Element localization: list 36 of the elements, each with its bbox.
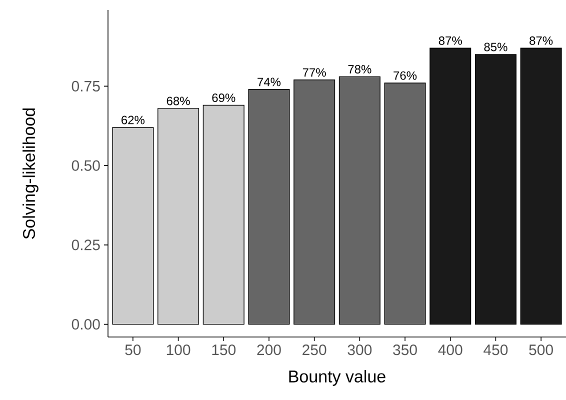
data-label: 78% bbox=[348, 64, 372, 74]
bar bbox=[248, 89, 290, 325]
data-label: 68% bbox=[166, 96, 190, 106]
bar bbox=[338, 76, 380, 325]
bar bbox=[384, 82, 426, 325]
data-label: 85% bbox=[484, 42, 508, 52]
bar bbox=[294, 79, 336, 325]
x-tick-label: 500 bbox=[529, 344, 553, 356]
data-label: 69% bbox=[212, 94, 236, 102]
y-tick-label: 0.50 bbox=[72, 160, 100, 171]
data-label: 77% bbox=[302, 68, 326, 77]
data-label: 74% bbox=[258, 78, 281, 86]
bar bbox=[158, 108, 200, 325]
data-label: 87% bbox=[438, 36, 462, 45]
bar bbox=[202, 104, 244, 325]
bar bbox=[430, 48, 472, 325]
x-tick-label: 100 bbox=[166, 344, 190, 356]
y-tick-label: 0.25 bbox=[72, 240, 100, 250]
data-label: 76% bbox=[394, 71, 417, 80]
y-axis-title: Solving-likelihood bbox=[22, 108, 38, 239]
x-tick-label: 200 bbox=[257, 344, 281, 356]
x-tick-label: 400 bbox=[438, 344, 462, 356]
data-label: 62% bbox=[122, 116, 145, 124]
data-label: 87% bbox=[530, 36, 553, 45]
y-tick-label: 0.00 bbox=[72, 318, 100, 330]
x-axis-title: Bounty value bbox=[289, 370, 386, 386]
bar bbox=[474, 54, 516, 325]
bar bbox=[112, 127, 154, 325]
x-tick-label: 300 bbox=[348, 344, 372, 356]
x-tick-label: 150 bbox=[212, 344, 236, 356]
x-tick-label: 450 bbox=[484, 344, 508, 356]
x-tick-label: 250 bbox=[302, 344, 326, 356]
y-tick-label: 0.75 bbox=[72, 80, 100, 92]
x-tick-label: 350 bbox=[393, 344, 417, 356]
x-tick-label: 50 bbox=[125, 344, 141, 356]
bar bbox=[520, 48, 562, 325]
